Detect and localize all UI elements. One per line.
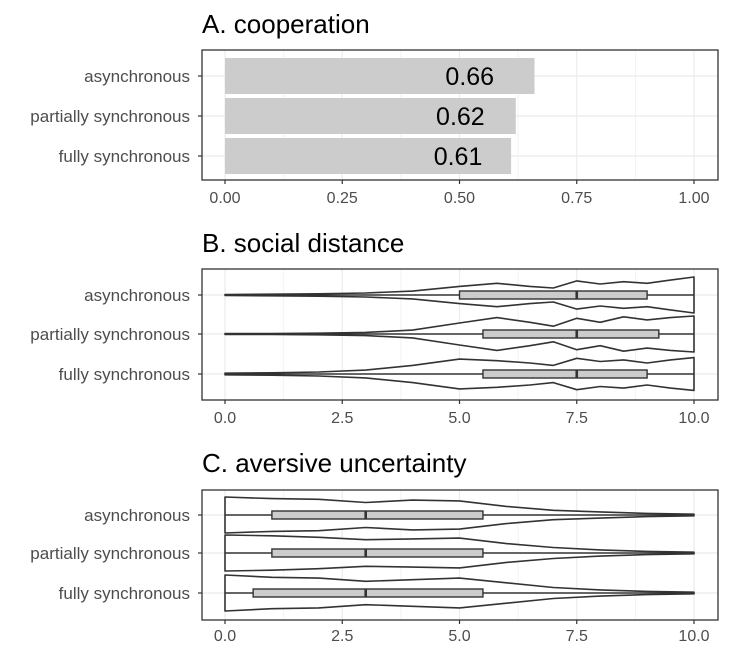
panel-b-box — [482, 369, 648, 379]
panel-c-x-tick-label: 10.0 — [678, 628, 709, 645]
panel-c-category-label: asynchronous — [84, 506, 190, 525]
panel-b-x-tick-label: 5.0 — [448, 410, 470, 427]
panel-c-title: C. aversive uncertainty — [202, 448, 466, 478]
panel-a-value-label: 0.61 — [434, 143, 483, 171]
panel-a-value-label: 0.66 — [445, 63, 494, 91]
panel-c-x-tick-label: 5.0 — [448, 628, 470, 645]
panel-c: C. aversive uncertainty asynchronous parti… — [30, 448, 719, 645]
panel-a-x-tick-label: 0.00 — [209, 190, 240, 207]
panel-c-box — [271, 510, 484, 520]
panel-c-x-tick-label: 7.5 — [566, 628, 588, 645]
panel-b: B. social distance asynchronous partially … — [30, 228, 719, 427]
panel-c-x-tick-label: 2.5 — [331, 628, 353, 645]
panel-a-bar — [225, 98, 516, 134]
panel-b-x-tick-label: 0.0 — [214, 410, 236, 427]
panel-a-bar — [225, 58, 535, 94]
panel-a-title: A. cooperation — [202, 9, 370, 39]
panel-a-category-label: partially synchronous — [30, 107, 190, 126]
panel-b-category-label: partially synchronous — [30, 325, 190, 344]
panel-b-x-tick-label: 10.0 — [678, 410, 709, 427]
panel-c-category-label: partially synchronous — [30, 544, 190, 563]
panel-b-title: B. social distance — [202, 228, 404, 258]
panel-b-category-label: asynchronous — [84, 286, 190, 305]
panel-c-box — [252, 588, 484, 598]
panel-a: A. cooperation 0.66 0.62 0.61 asynchronous pa… — [30, 9, 719, 207]
panel-a-category-label: fully synchronous — [59, 147, 190, 166]
panel-a-x-tick-label: 0.25 — [327, 190, 358, 207]
panel-b-box — [482, 329, 660, 339]
panel-a-x-tick-label: 1.00 — [678, 190, 709, 207]
panel-b-box — [458, 290, 648, 300]
panel-a-value-label: 0.62 — [436, 103, 485, 131]
panel-a-bar — [225, 138, 512, 174]
panel-a-x-tick-label: 0.75 — [561, 190, 592, 207]
panel-c-box — [271, 548, 484, 558]
panel-b-category-label: fully synchronous — [59, 365, 190, 384]
panel-c-x-tick-label: 0.0 — [214, 628, 236, 645]
panel-a-category-label: asynchronous — [84, 67, 190, 86]
panel-c-category-label: fully synchronous — [59, 584, 190, 603]
panel-b-x-tick-label: 2.5 — [331, 410, 353, 427]
panel-b-x-tick-label: 7.5 — [566, 410, 588, 427]
panel-a-x-tick-label: 0.50 — [444, 190, 475, 207]
